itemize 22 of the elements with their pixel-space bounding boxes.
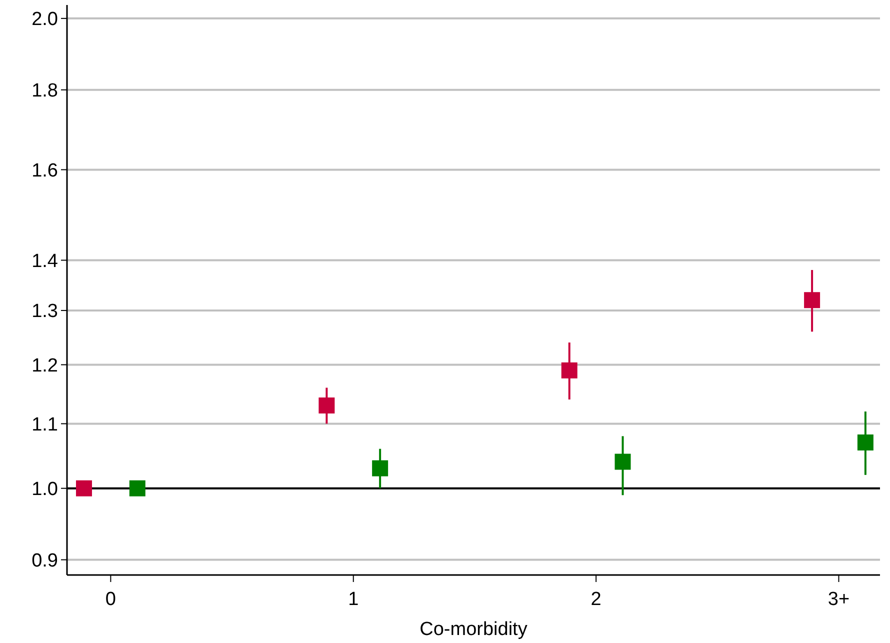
- x-axis-title: Co-morbidity: [420, 619, 528, 640]
- point: [857, 434, 874, 450]
- y-tick-label: 1.4: [32, 250, 58, 272]
- point: [561, 362, 578, 378]
- y-tick-label: 1.6: [32, 160, 58, 182]
- y-tick-label: 1.8: [32, 80, 58, 102]
- point: [76, 480, 92, 496]
- point: [129, 480, 146, 496]
- y-tick-label: 1.0: [32, 478, 58, 500]
- point: [804, 292, 820, 308]
- y-tick-label: 1.2: [32, 355, 58, 376]
- x-tick-label: 0: [105, 589, 116, 610]
- y-tick-label: 1.3: [32, 301, 58, 322]
- point: [614, 454, 631, 470]
- x-tick-label: 3+: [828, 589, 850, 610]
- y-tick-label: 0.9: [32, 550, 58, 572]
- x-tick-label: 1: [348, 589, 359, 610]
- x-tick-label: 2: [590, 589, 602, 610]
- point: [372, 460, 388, 476]
- y-tick-label: 1.1: [32, 414, 58, 436]
- y-tick-label: 2.0: [32, 9, 58, 30]
- point: [318, 397, 335, 414]
